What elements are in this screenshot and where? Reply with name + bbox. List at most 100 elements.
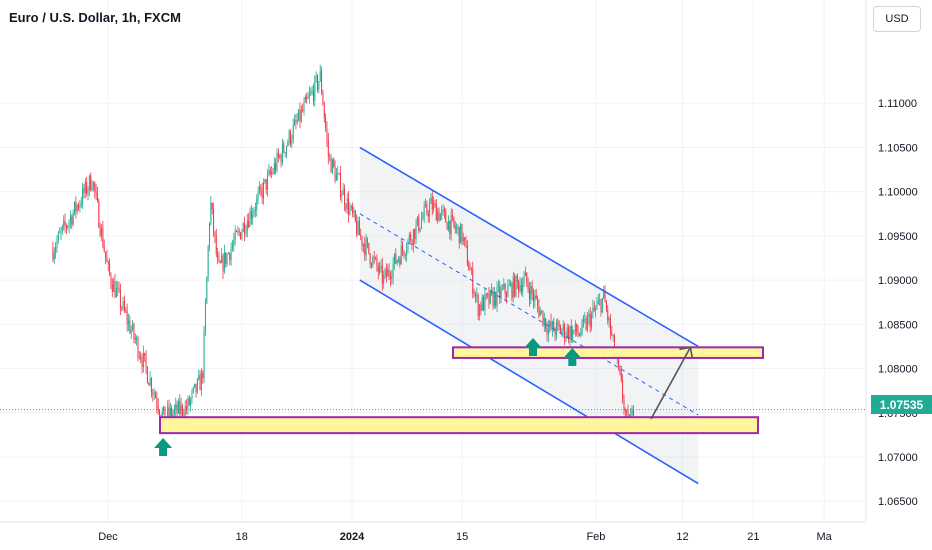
candle-body — [577, 332, 579, 335]
candle-body — [78, 205, 80, 208]
candle-body — [524, 272, 526, 277]
candle-body — [578, 334, 580, 336]
candle-body — [379, 265, 381, 273]
support-zone — [159, 416, 759, 435]
candle-body — [204, 303, 206, 331]
candle-body — [385, 269, 387, 277]
candle-body — [449, 220, 451, 235]
candle-body — [412, 229, 414, 246]
candle-body — [206, 277, 208, 304]
candle-body — [92, 182, 94, 188]
candle-body — [219, 261, 221, 263]
candle-body — [576, 323, 578, 333]
drawings — [154, 146, 764, 485]
candle-body — [447, 220, 449, 230]
candle-body — [434, 202, 436, 204]
candle-body — [98, 200, 100, 228]
candle-body — [186, 406, 188, 410]
candle-body — [279, 155, 281, 158]
candle-body — [285, 146, 287, 154]
candle-body — [496, 286, 498, 306]
candle-body — [69, 216, 71, 222]
time-tick-label: Ma — [817, 531, 833, 543]
candle-body — [106, 257, 108, 262]
candle-body — [369, 253, 371, 264]
candle-body — [238, 231, 240, 233]
candle-body — [514, 276, 516, 296]
candle-body — [360, 235, 362, 237]
candle-body — [609, 317, 611, 333]
time-tick-label: 18 — [236, 531, 248, 543]
candle-body — [437, 211, 439, 221]
candle-body — [537, 298, 539, 305]
candle-body — [584, 319, 586, 321]
candle-body — [246, 220, 248, 231]
price-scale[interactable]: 1.11000 1.10500 1.10000 1.09500 1.09000 1.085… — [878, 98, 918, 508]
candle-body — [391, 277, 393, 279]
candle-body — [358, 220, 360, 236]
time-scale[interactable]: Dec 18 2024 15 Feb 12 21 Ma — [98, 531, 832, 543]
candle-body — [268, 170, 270, 175]
candle-body — [156, 398, 158, 406]
candle-body — [361, 236, 363, 247]
candle-body — [442, 209, 444, 211]
candle-body — [152, 392, 154, 394]
candle-body — [535, 295, 537, 299]
candle-body — [425, 203, 427, 207]
candle-body — [167, 406, 169, 418]
candle-body — [454, 225, 456, 230]
price-tick-label: 1.10000 — [878, 187, 918, 199]
candle-body — [596, 304, 598, 309]
candle-body — [140, 356, 142, 360]
candle-body — [416, 216, 418, 225]
candle-body — [473, 293, 475, 295]
candle-body — [55, 247, 57, 253]
candle-body — [410, 234, 412, 241]
candle-body — [226, 254, 228, 265]
time-tick-label: 2024 — [340, 531, 365, 543]
candle-body — [90, 175, 92, 191]
projection-arrow — [650, 346, 692, 420]
candle-body — [132, 323, 134, 331]
support-zone — [452, 346, 764, 359]
candle-body — [283, 143, 285, 153]
candle-body — [604, 290, 606, 303]
candle-body — [631, 409, 633, 416]
candle-body — [414, 229, 416, 240]
candle-body — [284, 152, 286, 154]
candle-body — [164, 406, 166, 421]
candle-body — [146, 367, 148, 383]
candle-body — [306, 96, 308, 99]
candle-body — [214, 231, 216, 236]
candle-body — [311, 90, 313, 93]
candle-body — [597, 300, 599, 305]
candle-body — [507, 285, 509, 297]
candle-body — [387, 269, 389, 277]
candle-body — [310, 92, 312, 95]
candle-body — [462, 237, 464, 242]
candle-body — [539, 310, 541, 316]
candle-body — [109, 263, 111, 274]
candle-body — [608, 317, 610, 321]
candle-body — [330, 156, 332, 173]
candle-body — [395, 253, 397, 264]
currency-button[interactable]: USD — [873, 6, 921, 32]
candle-body — [175, 404, 177, 410]
candle-body — [407, 239, 409, 250]
candle-body — [460, 224, 462, 244]
candle-body — [534, 295, 536, 302]
candle-body — [564, 324, 566, 339]
candle-body — [453, 216, 455, 226]
candle-body — [570, 326, 572, 340]
price-tick-label: 1.07000 — [878, 452, 918, 464]
candle-body — [619, 366, 621, 372]
candle-body — [172, 413, 174, 418]
candle-body — [489, 290, 491, 304]
candle-body — [622, 380, 624, 400]
candle-body — [477, 294, 479, 317]
candle-body — [277, 152, 279, 158]
candle-body — [415, 224, 417, 240]
candle-body — [271, 172, 273, 175]
candle-body — [569, 326, 571, 340]
